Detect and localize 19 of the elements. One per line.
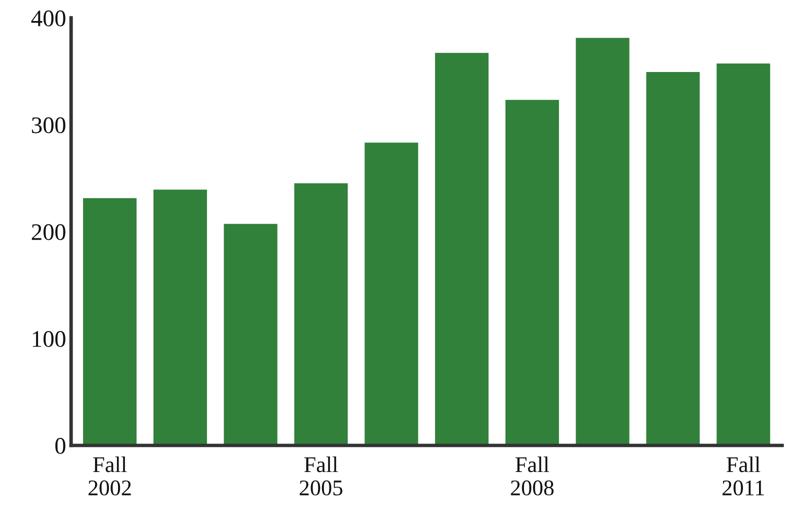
bar [152, 188, 208, 446]
x-tick-label: Fall 2008 [510, 456, 554, 496]
bar [222, 222, 279, 446]
x-tick-label: Fall 2002 [88, 456, 131, 496]
bar [292, 182, 350, 446]
y-tick-label: 400 [31, 10, 66, 26]
bar [504, 98, 560, 446]
x-tick-label: Fall 2011 [722, 456, 764, 496]
y-tick-label: 200 [32, 224, 66, 240]
bar [82, 196, 138, 446]
bar [644, 70, 702, 446]
bar [363, 141, 420, 446]
y-tick-label: 300 [32, 117, 66, 134]
x-tick-label: Fall 2005 [300, 456, 342, 496]
bar [574, 36, 631, 446]
bar [715, 62, 772, 446]
bar [434, 51, 490, 446]
y-tick-label: 0 [55, 438, 66, 454]
y-tick-label: 100 [32, 331, 66, 347]
